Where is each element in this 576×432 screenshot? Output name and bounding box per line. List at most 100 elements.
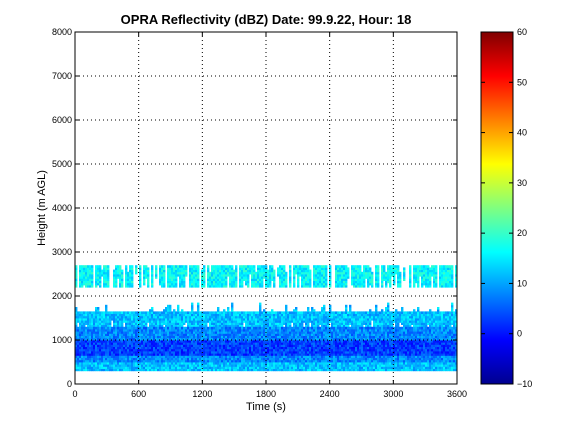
- heatmap-cell: [89, 342, 92, 345]
- heatmap-cell: [319, 337, 322, 341]
- heatmap-cell: [261, 340, 264, 343]
- heatmap-cell: [75, 357, 78, 361]
- heatmap-cell: [107, 326, 110, 330]
- heatmap-cell: [361, 320, 364, 323]
- heatmap-cell: [249, 318, 252, 321]
- heatmap-cell: [245, 315, 248, 319]
- heatmap-cell: [151, 313, 154, 317]
- heatmap-cell: [159, 348, 162, 352]
- heatmap-cell: [85, 311, 88, 314]
- heatmap-cell: [135, 364, 138, 367]
- heatmap-cell: [131, 346, 134, 350]
- heatmap-cell: [141, 311, 144, 314]
- heatmap-cell: [257, 278, 260, 281]
- heatmap-cell: [323, 265, 326, 268]
- heatmap-cell: [313, 331, 316, 334]
- heatmap-cell: [259, 362, 262, 365]
- heatmap-cell: [95, 274, 98, 277]
- heatmap-cell: [357, 368, 360, 372]
- heatmap-cell: [345, 346, 348, 350]
- heatmap-cell: [165, 355, 168, 358]
- heatmap-cell: [103, 324, 106, 328]
- heatmap-cell: [207, 348, 210, 352]
- heatmap-cell: [161, 313, 164, 317]
- heatmap-cell: [353, 333, 356, 336]
- heatmap-cell: [327, 342, 330, 345]
- heatmap-cell: [189, 364, 192, 367]
- heatmap-cell: [197, 315, 200, 319]
- heatmap-cell: [161, 315, 164, 319]
- heatmap-cell: [255, 326, 258, 330]
- heatmap-cell: [343, 335, 346, 339]
- heatmap-cell: [123, 318, 126, 321]
- heatmap-cell: [179, 313, 182, 317]
- heatmap-cell: [175, 324, 178, 328]
- heatmap-cell: [155, 355, 158, 358]
- heatmap-cell: [245, 322, 248, 325]
- heatmap-cell: [97, 282, 100, 286]
- heatmap-cell: [213, 362, 216, 365]
- heatmap-cell: [103, 271, 106, 275]
- heatmap-cell: [237, 333, 240, 336]
- heatmap-cell: [209, 346, 212, 350]
- heatmap-cell: [181, 267, 184, 270]
- heatmap-cell: [127, 329, 130, 332]
- heatmap-cell: [303, 340, 306, 343]
- heatmap-cell: [293, 267, 296, 270]
- heatmap-cell: [269, 318, 272, 321]
- heatmap-cell: [87, 274, 90, 277]
- heatmap-cell: [289, 326, 292, 330]
- heatmap-cell: [121, 357, 124, 361]
- heatmap-cell: [121, 364, 124, 367]
- heatmap-cell: [75, 342, 78, 345]
- heatmap-cell: [349, 315, 352, 319]
- heatmap-cell: [187, 335, 190, 339]
- heatmap-cell: [79, 333, 82, 336]
- heatmap-cell: [339, 362, 342, 365]
- heatmap-cell: [289, 359, 292, 363]
- heatmap-cell: [273, 326, 276, 330]
- heatmap-cell: [113, 280, 116, 284]
- heatmap-cell: [191, 267, 194, 270]
- heatmap-cell: [235, 320, 238, 323]
- heatmap-cell: [193, 276, 196, 279]
- heatmap-cell: [197, 344, 200, 347]
- heatmap-cell: [291, 318, 294, 321]
- heatmap-cell: [273, 335, 276, 339]
- heatmap-cell: [195, 274, 198, 277]
- heatmap-cell: [117, 311, 120, 314]
- heatmap-cell: [197, 304, 200, 308]
- heatmap-cell: [193, 344, 196, 347]
- heatmap-cell: [289, 329, 292, 332]
- heatmap-cell: [113, 285, 116, 288]
- heatmap-cell: [343, 344, 346, 347]
- heatmap-cell: [341, 265, 344, 268]
- heatmap-cell: [285, 309, 288, 312]
- heatmap-cell: [131, 366, 134, 369]
- heatmap-cell: [279, 267, 282, 270]
- heatmap-cell: [157, 366, 160, 369]
- heatmap-cell: [139, 329, 142, 332]
- heatmap-cell: [167, 271, 170, 275]
- heatmap-cell: [119, 331, 122, 334]
- heatmap-cell: [167, 366, 170, 369]
- heatmap-cell: [123, 337, 126, 341]
- heatmap-cell: [231, 364, 234, 367]
- heatmap-cell: [111, 351, 114, 354]
- heatmap-cell: [207, 274, 210, 277]
- heatmap-cell: [345, 342, 348, 345]
- heatmap-cell: [215, 368, 218, 372]
- heatmap-cell: [317, 357, 320, 361]
- heatmap-cell: [269, 348, 272, 352]
- heatmap-cell: [299, 333, 302, 336]
- heatmap-cell: [103, 335, 106, 339]
- heatmap-cell: [179, 274, 182, 277]
- heatmap-cell: [271, 320, 274, 323]
- heatmap-cell: [333, 364, 336, 367]
- heatmap-cell: [97, 368, 100, 372]
- heatmap-cell: [83, 311, 86, 314]
- heatmap-cell: [107, 346, 110, 350]
- heatmap-cell: [173, 368, 176, 372]
- heatmap-cell: [189, 368, 192, 372]
- heatmap-cell: [247, 340, 250, 343]
